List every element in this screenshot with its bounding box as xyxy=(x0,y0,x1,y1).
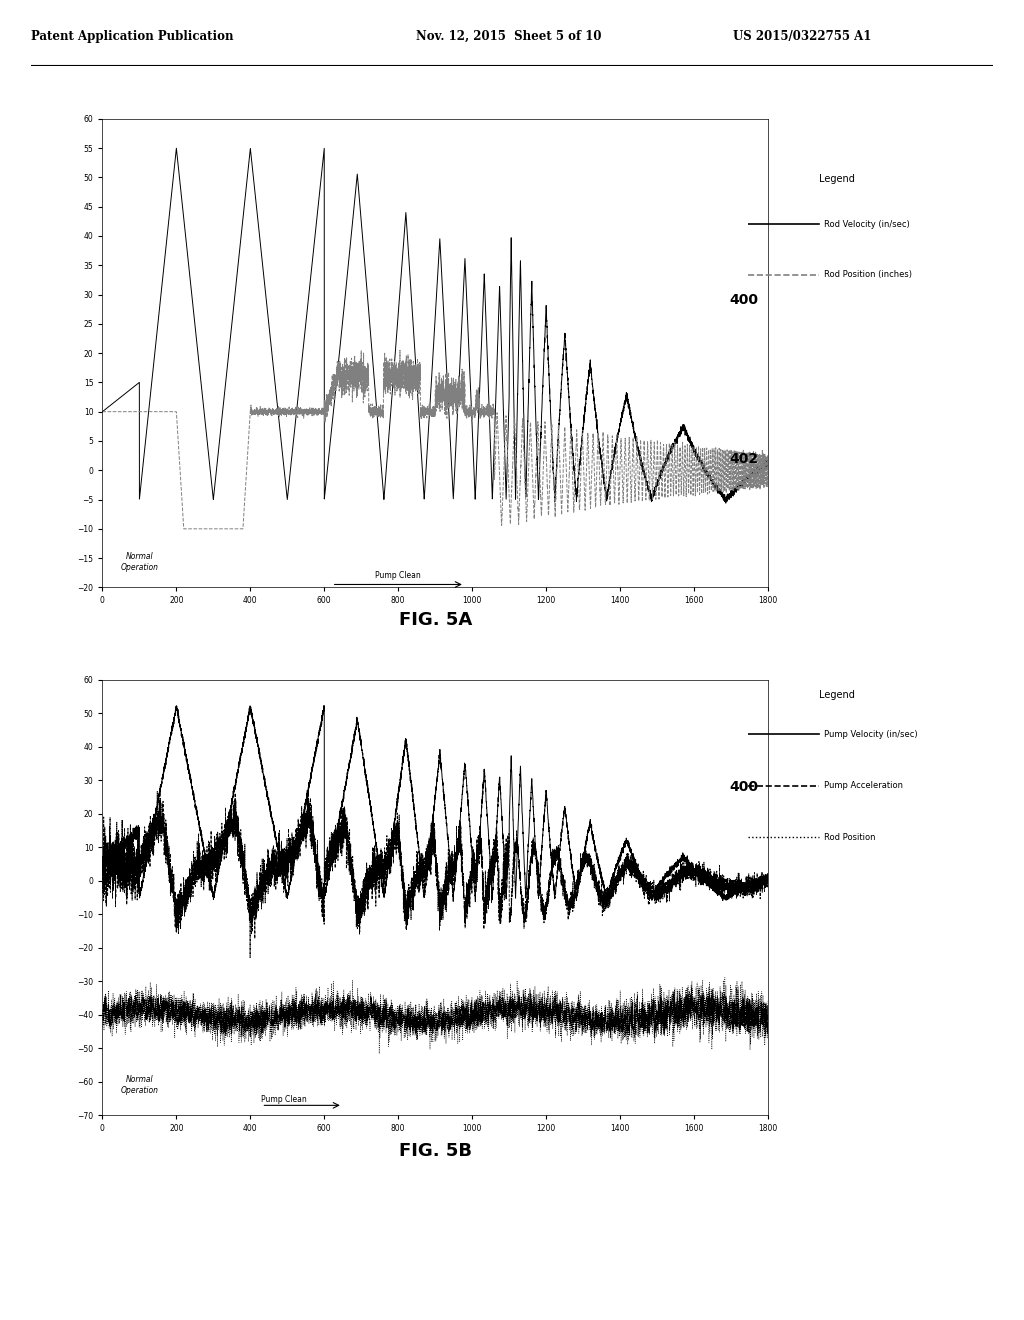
Text: Pump Velocity (in/sec): Pump Velocity (in/sec) xyxy=(824,730,918,739)
Text: Legend: Legend xyxy=(819,174,855,185)
Text: 402: 402 xyxy=(729,451,759,466)
Text: Patent Application Publication: Patent Application Publication xyxy=(31,30,233,42)
Text: Pump Acceleration: Pump Acceleration xyxy=(824,781,903,791)
Text: Pump Clean: Pump Clean xyxy=(261,1094,307,1104)
Text: Pump Clean: Pump Clean xyxy=(376,572,421,581)
Text: US 2015/0322755 A1: US 2015/0322755 A1 xyxy=(733,30,871,42)
Text: 406: 406 xyxy=(729,880,758,895)
Text: Rod Position: Rod Position xyxy=(824,833,876,842)
Text: FIG. 5B: FIG. 5B xyxy=(398,1142,472,1160)
Text: 400: 400 xyxy=(729,293,758,308)
Text: 408: 408 xyxy=(729,1015,759,1028)
Text: Normal
Operation: Normal Operation xyxy=(121,552,159,572)
Text: Rod Position (inches): Rod Position (inches) xyxy=(824,271,912,279)
Text: Normal
Operation: Normal Operation xyxy=(121,1076,159,1094)
Text: Legend: Legend xyxy=(819,690,855,700)
Text: FIG. 5A: FIG. 5A xyxy=(398,611,472,630)
Text: Rod Velocity (in/sec): Rod Velocity (in/sec) xyxy=(824,220,910,228)
Text: Nov. 12, 2015  Sheet 5 of 10: Nov. 12, 2015 Sheet 5 of 10 xyxy=(416,30,601,42)
Text: 400: 400 xyxy=(729,780,758,795)
